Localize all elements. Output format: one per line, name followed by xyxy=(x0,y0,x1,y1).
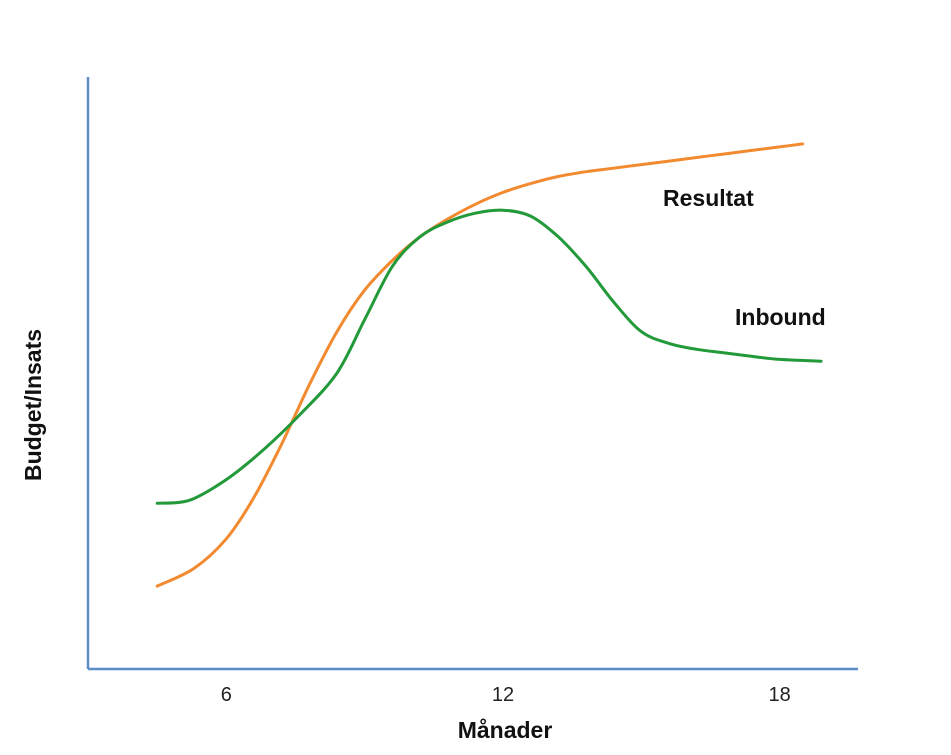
series-label-resultat: Resultat xyxy=(663,185,754,211)
series-line-inbound xyxy=(155,208,823,505)
series-label-inbound: Inbound xyxy=(735,304,826,330)
x-tick-labels: 6 12 18 xyxy=(221,684,791,706)
plot-area: 6 12 18 xyxy=(86,77,858,706)
x-tick-label: 18 xyxy=(768,684,790,706)
x-tick-label: 12 xyxy=(492,684,514,706)
series-line-resultat xyxy=(155,142,805,588)
series-layer xyxy=(155,142,823,588)
y-axis-title: Budget/Insats xyxy=(20,329,46,481)
x-axis-title: Månader xyxy=(458,717,553,743)
x-tick-label: 6 xyxy=(221,684,232,706)
